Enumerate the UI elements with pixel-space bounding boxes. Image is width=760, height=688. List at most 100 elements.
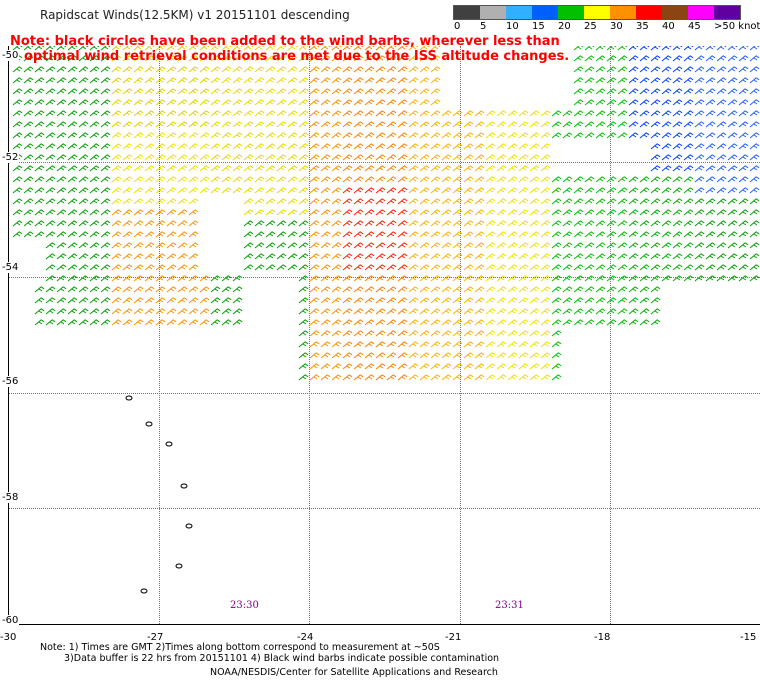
wind-barb bbox=[166, 143, 177, 150]
wind-barb bbox=[56, 275, 67, 282]
wind-barb bbox=[309, 319, 320, 326]
wind-barb bbox=[584, 132, 595, 139]
wind-barb bbox=[452, 297, 463, 304]
wind-barb bbox=[320, 154, 331, 161]
wind-barb bbox=[375, 341, 386, 348]
wind-barb bbox=[650, 242, 661, 249]
wind-barb bbox=[353, 187, 364, 194]
wind-barb bbox=[397, 308, 408, 315]
wind-barb bbox=[133, 99, 144, 106]
wind-barb bbox=[353, 330, 364, 337]
wind-barb bbox=[705, 121, 716, 128]
wind-barb bbox=[606, 187, 617, 194]
wind-barb bbox=[617, 88, 628, 95]
wind-barb bbox=[452, 363, 463, 370]
wind-barb bbox=[265, 121, 276, 128]
wind-barb bbox=[540, 352, 551, 359]
wind-barb bbox=[749, 209, 760, 216]
wind-barb bbox=[408, 46, 419, 51]
wind-barb bbox=[606, 55, 617, 62]
wind-barb bbox=[177, 308, 188, 315]
wind-barb bbox=[375, 275, 386, 282]
wind-barb bbox=[397, 264, 408, 271]
wind-barb bbox=[705, 88, 716, 95]
wind-barb bbox=[540, 363, 551, 370]
wind-barb bbox=[628, 231, 639, 238]
wind-barb bbox=[331, 297, 342, 304]
wind-barb bbox=[331, 165, 342, 172]
wind-barb bbox=[584, 176, 595, 183]
wind-barb bbox=[353, 165, 364, 172]
wind-barb bbox=[606, 46, 617, 51]
wind-barb bbox=[595, 46, 606, 51]
wind-barb bbox=[419, 46, 430, 51]
wind-barb bbox=[67, 55, 78, 62]
wind-barb bbox=[408, 66, 419, 73]
wind-barb bbox=[199, 88, 210, 95]
wind-barb bbox=[474, 341, 485, 348]
wind-barb bbox=[166, 176, 177, 183]
wind-barb bbox=[254, 99, 265, 106]
wind-barb bbox=[584, 110, 595, 117]
wind-barb bbox=[749, 231, 760, 238]
wind-barb bbox=[507, 220, 518, 227]
wind-barb bbox=[34, 176, 45, 183]
wind-barb bbox=[199, 165, 210, 172]
wind-barb bbox=[375, 308, 386, 315]
wind-barb bbox=[485, 253, 496, 260]
wind-barb bbox=[342, 319, 353, 326]
wind-barb bbox=[639, 198, 650, 205]
wind-barb bbox=[364, 46, 375, 51]
wind-barb bbox=[595, 66, 606, 73]
wind-barb bbox=[386, 143, 397, 150]
wind-barb bbox=[738, 187, 749, 194]
wind-barb bbox=[419, 66, 430, 73]
wind-barb bbox=[727, 187, 738, 194]
wind-barb bbox=[419, 352, 430, 359]
wind-barb bbox=[738, 88, 749, 95]
wind-barb bbox=[661, 55, 672, 62]
wind-barb bbox=[133, 143, 144, 150]
wind-barb bbox=[342, 132, 353, 139]
wind-barb bbox=[716, 165, 727, 172]
wind-barb bbox=[254, 46, 265, 51]
wind-barb bbox=[12, 66, 23, 73]
wind-barb bbox=[507, 264, 518, 271]
wind-barb bbox=[353, 66, 364, 73]
time-label: 23:30 bbox=[230, 600, 259, 611]
wind-barb bbox=[221, 88, 232, 95]
wind-barb bbox=[56, 132, 67, 139]
wind-barb bbox=[45, 187, 56, 194]
wind-barb bbox=[595, 88, 606, 95]
wind-barb bbox=[89, 308, 100, 315]
wind-barb bbox=[430, 374, 441, 381]
wind-barb bbox=[320, 77, 331, 84]
wind-barb bbox=[298, 143, 309, 150]
wind-barb bbox=[507, 176, 518, 183]
wind-barb bbox=[749, 143, 760, 150]
wind-barb bbox=[496, 352, 507, 359]
wind-barb bbox=[474, 176, 485, 183]
wind-barb bbox=[34, 231, 45, 238]
wind-barb bbox=[375, 66, 386, 73]
wind-barb bbox=[617, 55, 628, 62]
wind-barb bbox=[133, 253, 144, 260]
wind-barb bbox=[342, 275, 353, 282]
wind-barb bbox=[320, 220, 331, 227]
wind-barb bbox=[661, 220, 672, 227]
wind-barb bbox=[221, 66, 232, 73]
wind-barb bbox=[155, 46, 166, 51]
wind-barb bbox=[496, 253, 507, 260]
wind-barb bbox=[430, 363, 441, 370]
wind-barb bbox=[166, 220, 177, 227]
wind-barb bbox=[375, 88, 386, 95]
wind-barb bbox=[353, 46, 364, 51]
wind-barb bbox=[100, 55, 111, 62]
wind-barb bbox=[23, 110, 34, 117]
wind-barb bbox=[683, 154, 694, 161]
wind-barb bbox=[67, 319, 78, 326]
wind-barb bbox=[67, 242, 78, 249]
wind-barb bbox=[617, 253, 628, 260]
wind-barb bbox=[540, 121, 551, 128]
wind-barb bbox=[364, 330, 375, 337]
